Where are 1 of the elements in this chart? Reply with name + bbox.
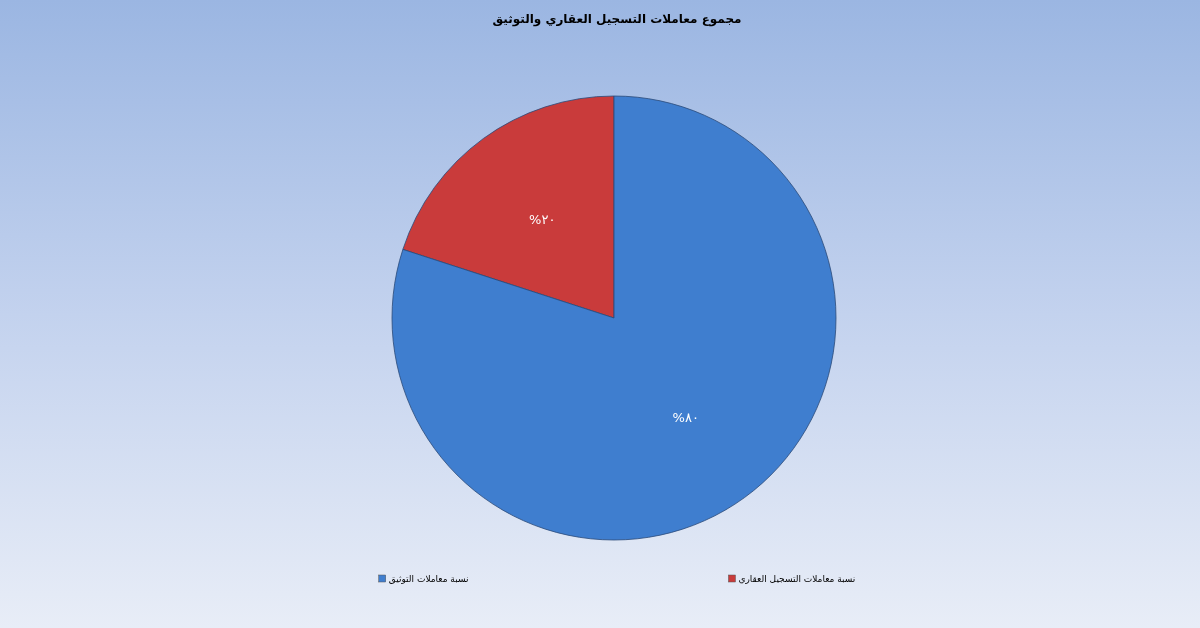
title: مجموع معاملات التسجيل العقاري والتوثيق <box>492 12 742 26</box>
